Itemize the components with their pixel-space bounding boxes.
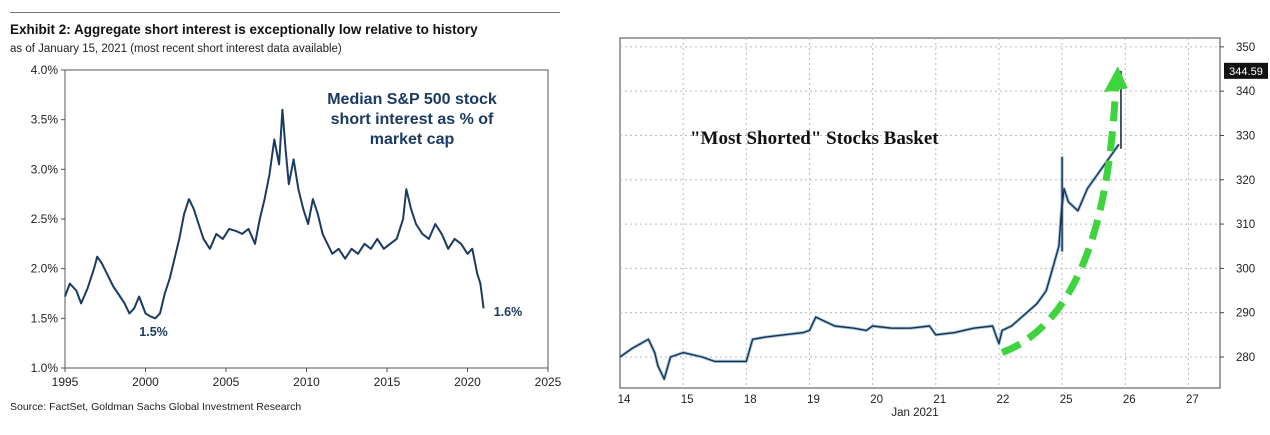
trend-arrow-shaft: [1000, 82, 1120, 356]
x-tick-label: 20: [870, 394, 883, 406]
annotation-text: Median S&P 500 stock: [327, 91, 497, 108]
y-tick-label: 300: [1236, 263, 1255, 275]
x-tick-label: 26: [1123, 394, 1136, 406]
y-tick-label: 1.5%: [31, 311, 59, 325]
y-tick-label: 280: [1236, 352, 1255, 364]
y-tick-label: 310: [1236, 219, 1255, 231]
x-tick-label: 27: [1186, 394, 1199, 406]
y-tick-label: 3.5%: [31, 113, 59, 127]
callout-label: 1.6%: [494, 305, 523, 319]
basket-line: [619, 143, 1120, 380]
x-tick-label: 2025: [535, 375, 562, 389]
y-tick-label: 350: [1236, 42, 1255, 54]
y-tick-label: 320: [1236, 175, 1255, 187]
x-tick-label: 14: [618, 394, 631, 406]
annotation-text: market cap: [370, 131, 455, 148]
basket-line-glow: [619, 143, 1121, 381]
exhibit-subtitle: as of January 15, 2021 (most recent shor…: [10, 43, 342, 55]
x-tick-label: 2015: [374, 375, 401, 389]
x-axis-label: Jan 2021: [891, 407, 938, 419]
exhibit-title: Exhibit 2: Aggregate short interest is e…: [10, 22, 478, 37]
y-tick-label: 2.0%: [31, 262, 59, 276]
trend-arrow-head: [1103, 66, 1128, 93]
y-tick-label: 4.0%: [31, 63, 59, 77]
x-tick-label: 2000: [132, 375, 159, 389]
y-tick-label: 340: [1236, 86, 1255, 98]
x-tick-label: 15: [681, 394, 694, 406]
x-tick-label: 19: [807, 394, 820, 406]
short-interest-line: [64, 108, 485, 320]
annotation-text: short interest as % of: [331, 111, 494, 128]
x-tick-label: 1995: [52, 375, 79, 389]
x-tick-label: 2005: [213, 375, 240, 389]
left-chart-panel: Exhibit 2: Aggregate short interest is e…: [0, 0, 600, 435]
x-tick-label: 2020: [454, 375, 481, 389]
short-interest-chart: 1.0% 1.5% 2.0% 2.5% 3.0% 3.5% 4.0% 1995 2000 2005…: [31, 63, 562, 389]
y-tick-label: 330: [1236, 130, 1255, 142]
x-tick-label: 21: [933, 394, 946, 406]
right-chart-panel: 14 15 18 19 20 21 22 25 26 27 Jan 2021 280 290 300 310…: [600, 0, 1270, 435]
x-tick-label: 22: [997, 394, 1010, 406]
source-note: Source: FactSet, Goldman Sachs Global In…: [10, 401, 302, 413]
most-shorted-basket-chart: 14 15 18 19 20 21 22 25 26 27 Jan 2021 280 290 300 310…: [618, 37, 1268, 419]
y-tick-label: 290: [1236, 308, 1255, 320]
y-tick-label: 3.0%: [31, 162, 59, 176]
last-value-box: [1224, 62, 1268, 79]
x-tick-label: 18: [744, 394, 757, 406]
callout-label: 1.5%: [139, 325, 168, 339]
plot-frame: [619, 37, 1221, 389]
basket-title: "Most Shorted" Stocks Basket: [690, 128, 939, 149]
exhibit-top-rule: [10, 12, 560, 13]
y-tick-label: 2.5%: [31, 212, 59, 226]
y-tick-label: 1.0%: [31, 361, 59, 375]
x-tick-label: 25: [1060, 394, 1073, 406]
x-tick-label: 2010: [293, 375, 320, 389]
last-value-label: 344.59: [1229, 66, 1263, 78]
